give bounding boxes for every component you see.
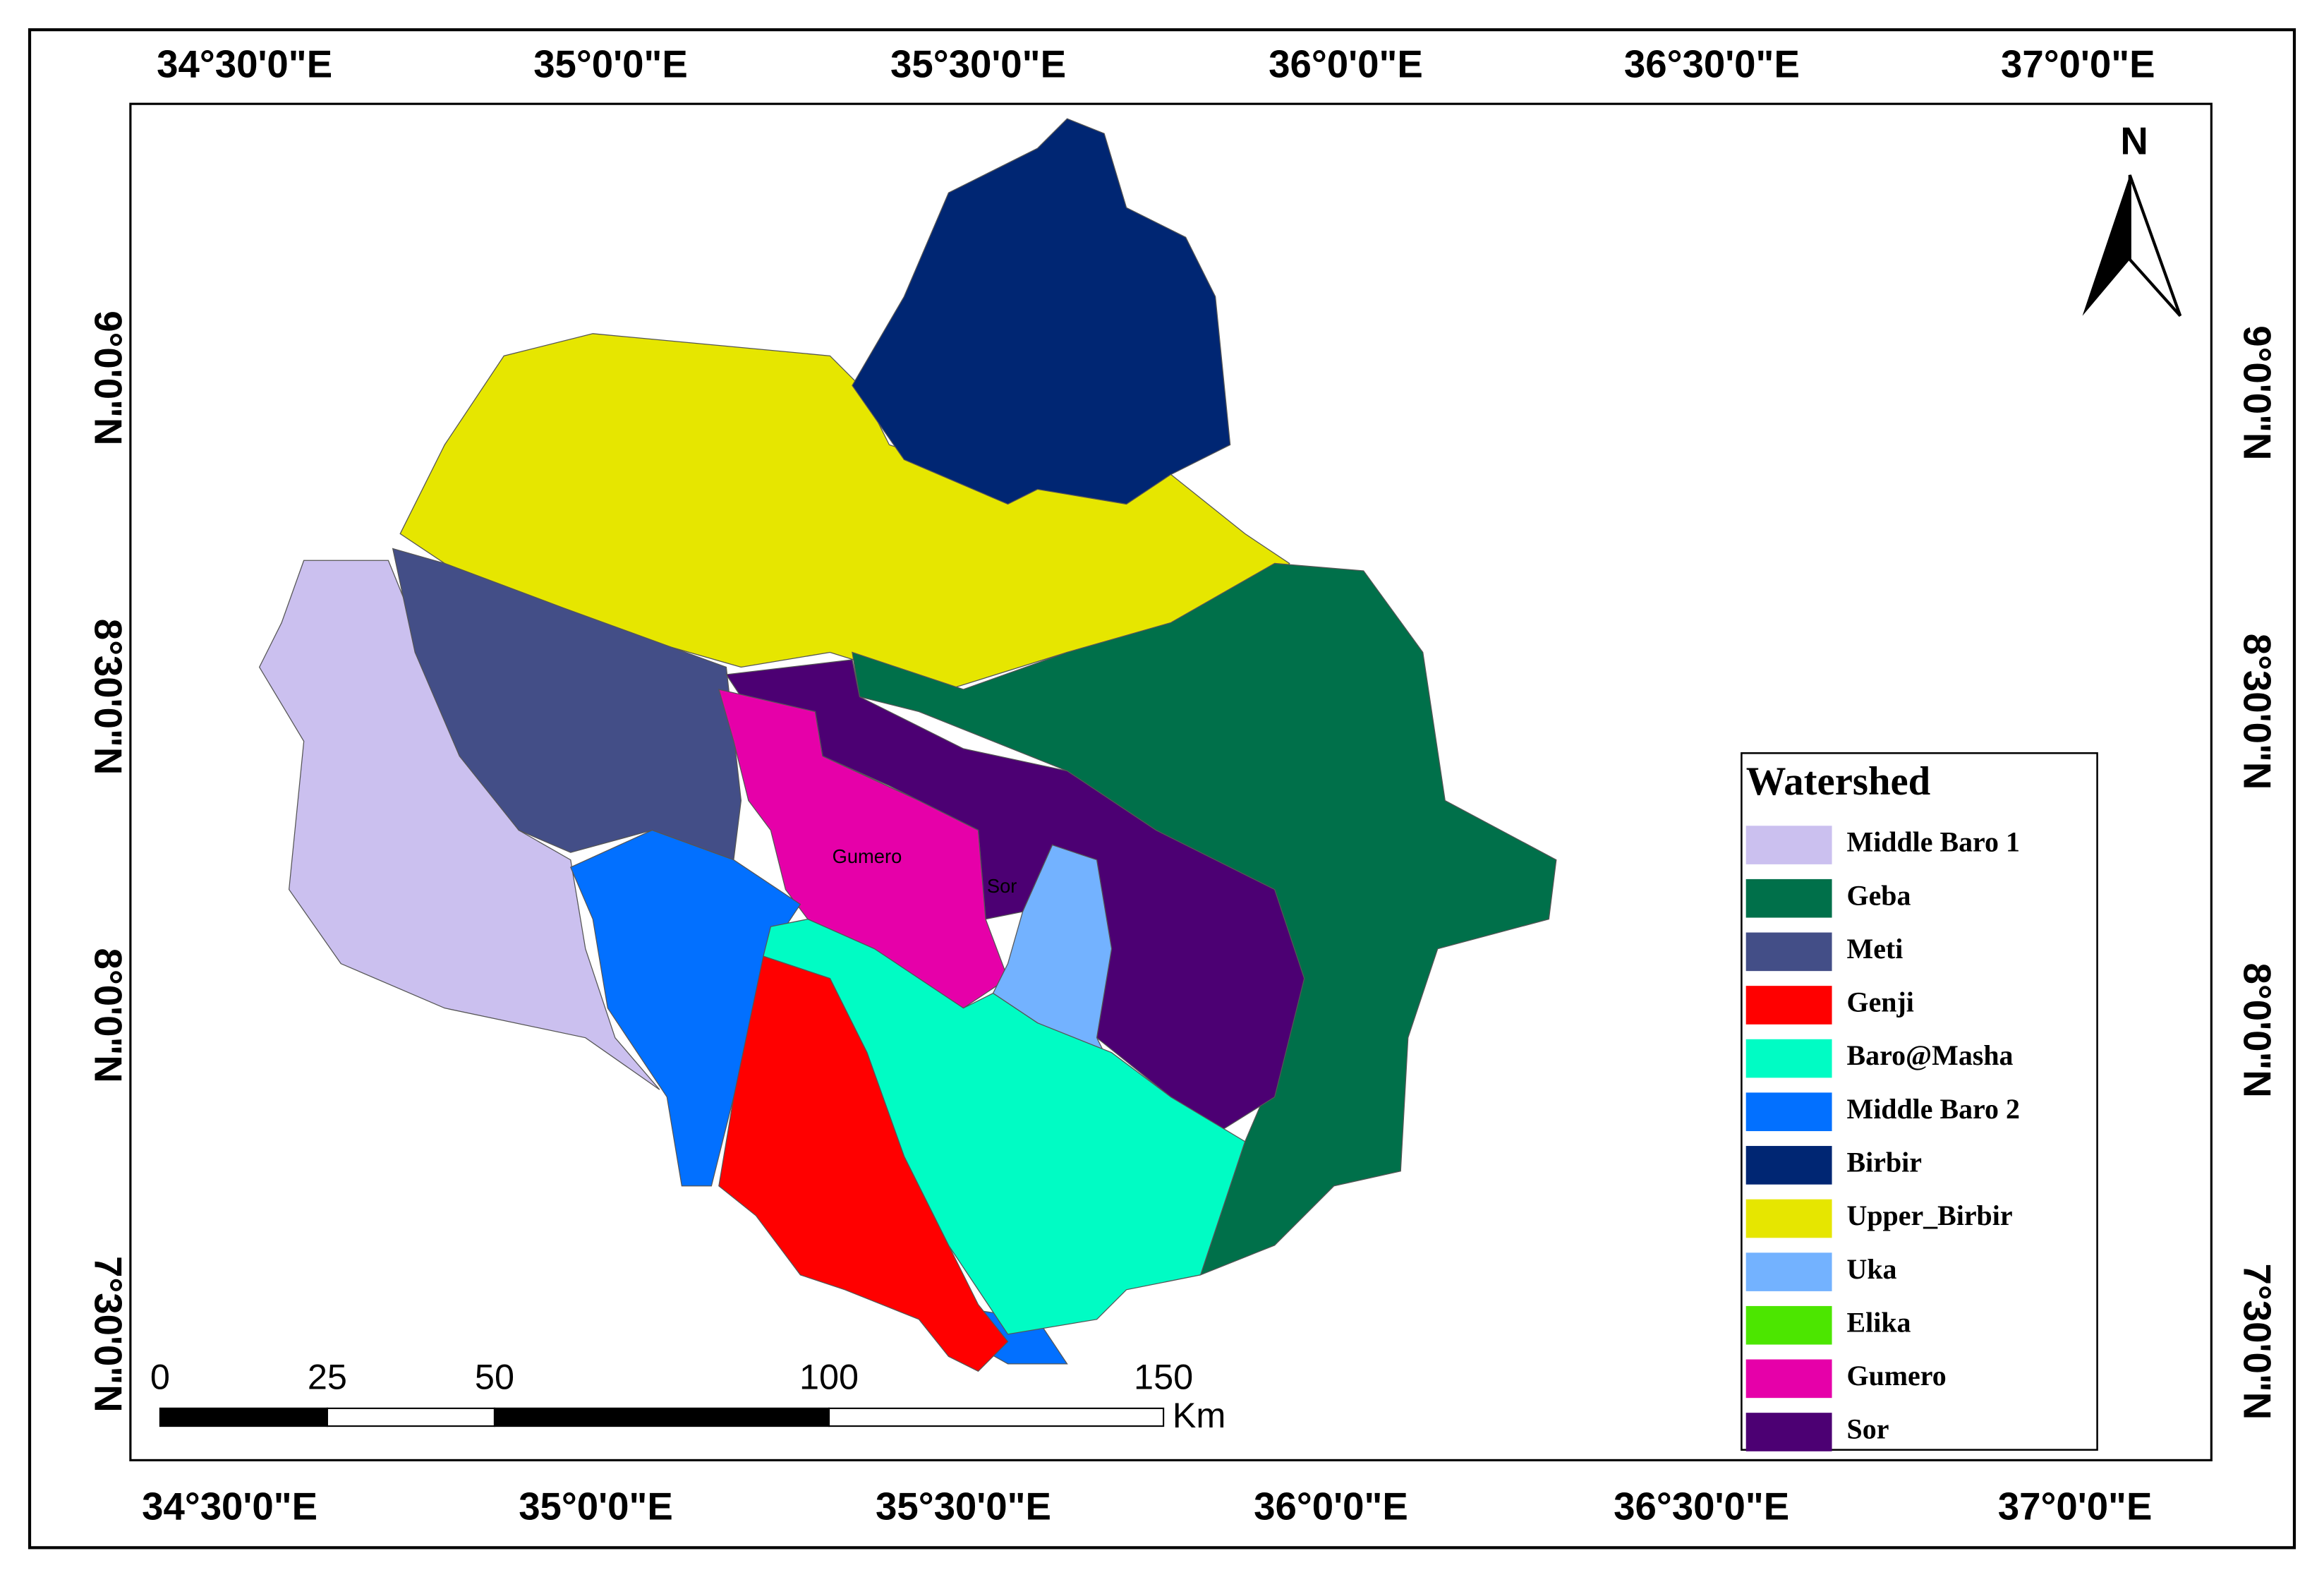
- legend-label: Middle Baro 2: [1847, 1093, 2020, 1125]
- longitude-label: 36°0'0"E: [1254, 1485, 1408, 1528]
- scale-label: 150: [1134, 1357, 1193, 1397]
- longitude-label: 35°0'0"E: [519, 1485, 673, 1528]
- legend-swatch: [1745, 826, 1832, 864]
- scale-label: 0: [150, 1357, 170, 1397]
- legend-label: Genji: [1847, 986, 1914, 1018]
- north-label: N: [2120, 120, 2148, 163]
- watershed: [992, 844, 1113, 1053]
- region-label: Sor: [987, 875, 1017, 897]
- legend-label: Sor: [1847, 1413, 1889, 1445]
- legend-label: Gumero: [1847, 1360, 1947, 1391]
- north-arrow: [2082, 174, 2182, 318]
- longitude-label: 35°30'0"E: [876, 1485, 1051, 1528]
- latitude-label: 7°30'0"N: [86, 1256, 129, 1413]
- scale-label: 100: [799, 1357, 859, 1397]
- scale-unit: Km: [1173, 1395, 1226, 1435]
- watershed: [725, 659, 1305, 1135]
- region-label: Gumero: [833, 845, 902, 867]
- longitude-label: 37°0'0"E: [2001, 42, 2155, 85]
- legend-label: Baro@Masha: [1847, 1039, 2014, 1071]
- legend-swatch: [1745, 1199, 1832, 1238]
- legend-label: Upper_Birbir: [1847, 1200, 2013, 1231]
- legend-label: Elika: [1847, 1306, 1911, 1338]
- watershed: [852, 118, 1231, 505]
- scale-segment: [326, 1407, 496, 1427]
- scale-segment: [493, 1407, 830, 1427]
- longitude-label: 36°30'0"E: [1614, 1485, 1789, 1528]
- longitude-label: 36°0'0"E: [1269, 42, 1423, 85]
- legend-swatch: [1745, 1359, 1832, 1399]
- legend-label: Geba: [1847, 879, 1911, 911]
- watershed: [718, 955, 1009, 1372]
- latitude-label: 8°30'0"N: [2236, 634, 2279, 790]
- legend-swatch: [1745, 1413, 1832, 1451]
- legend-label: Uka: [1847, 1253, 1897, 1285]
- longitude-label: 35°0'0"E: [533, 42, 688, 85]
- longitude-label: 36°30'0"E: [1624, 42, 1800, 85]
- scale-label: 25: [308, 1357, 347, 1397]
- scale-label: 50: [475, 1357, 514, 1397]
- scale-segment: [828, 1407, 1165, 1427]
- scale-segment: [159, 1407, 328, 1427]
- legend-swatch: [1745, 878, 1832, 918]
- legend-swatch: [1745, 932, 1832, 972]
- longitude-label: 34°30'0"E: [157, 42, 332, 85]
- legend-swatch: [1745, 1146, 1832, 1185]
- legend-label: Middle Baro 1: [1847, 826, 2020, 858]
- longitude-label: 34°30'0"E: [142, 1485, 317, 1528]
- latitude-label: 8°0'0"N: [2236, 963, 2279, 1098]
- north-arrow-left: [2082, 175, 2130, 316]
- latitude-label: 7°30'0"N: [2236, 1264, 2279, 1420]
- latitude-label: 8°30'0"N: [86, 619, 129, 775]
- latitude-label: 9°0'0"N: [86, 310, 129, 445]
- legend-label: Meti: [1847, 933, 1904, 965]
- legend-swatch: [1745, 1092, 1832, 1132]
- legend-swatch: [1745, 986, 1832, 1025]
- legend-swatch: [1745, 1305, 1832, 1345]
- watersheds: [258, 118, 1557, 1372]
- legend-swatch: [1745, 1039, 1832, 1078]
- longitude-label: 35°30'0"E: [890, 42, 1066, 85]
- legend-label: Birbir: [1847, 1147, 1922, 1178]
- north-arrow-right: [2128, 174, 2182, 318]
- longitude-label: 37°0'0"E: [1998, 1485, 2153, 1528]
- legend-swatch: [1745, 1252, 1832, 1291]
- legend-title: Watershed: [1746, 759, 1931, 804]
- latitude-label: 9°0'0"N: [2236, 325, 2279, 460]
- latitude-label: 8°0'0"N: [86, 948, 129, 1083]
